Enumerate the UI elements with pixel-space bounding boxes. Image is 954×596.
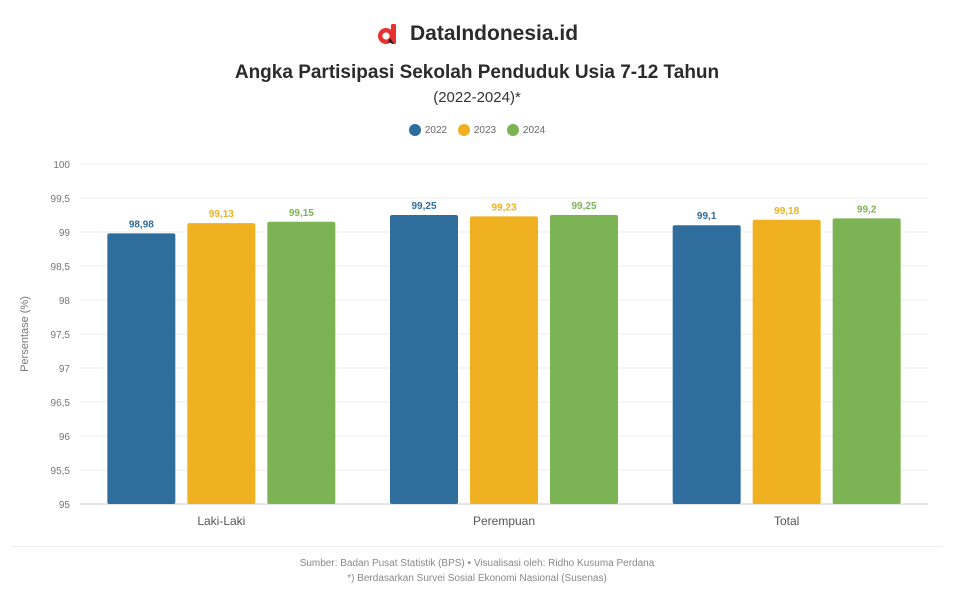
x-tick-label: Laki-Laki (197, 514, 245, 528)
y-axis-title: Persentase (%) (19, 296, 31, 372)
bar-2022 (107, 233, 176, 505)
chart-legend: 2022 2023 2024 (0, 124, 954, 139)
data-label: 99,25 (571, 201, 596, 212)
y-tick-label: 95,5 (51, 466, 71, 477)
bar-2023 (470, 216, 538, 505)
bar-2023 (752, 219, 821, 504)
legend-label-2024: 2024 (522, 124, 546, 136)
y-tick-label: 95 (59, 500, 71, 511)
footer-divider (12, 546, 942, 547)
bar-2024 (267, 221, 336, 505)
data-label: 99,23 (491, 202, 516, 213)
data-label: 99,15 (289, 208, 314, 219)
legend-label-2022: 2022 (424, 124, 448, 136)
y-tick-label: 96,5 (51, 398, 71, 409)
legend-item-2024[interactable]: 2024 (506, 124, 546, 136)
bar-2022 (390, 215, 458, 504)
data-label: 99,1 (697, 211, 717, 222)
bar-2024 (832, 218, 901, 504)
data-label: 99,13 (209, 209, 234, 220)
survey-note: *) Berdasarkan Survei Sosial Ekonomi Nas… (347, 573, 607, 584)
x-tick-label: Perempuan (473, 514, 535, 528)
chart-subtitle: (2022-2024)* (433, 89, 521, 106)
y-tick-label: 99 (59, 228, 71, 239)
legend-label-2023: 2023 (473, 124, 497, 136)
data-label: 98,98 (129, 219, 154, 230)
legend-item-2023[interactable]: 2023 (457, 124, 497, 136)
y-tick-label: 99,5 (51, 194, 71, 205)
y-tick-label: 98 (59, 296, 71, 307)
legend-swatch-2024 (506, 124, 519, 136)
brand-header: DataIndonesia.id (0, 22, 954, 51)
x-tick-label: Total (774, 514, 799, 528)
bar-2022 (672, 225, 741, 504)
data-label: 99,25 (411, 201, 436, 212)
source-note: Sumber: Badan Pusat Statistik (BPS) • Vi… (0, 556, 954, 586)
y-tick-label: 96 (59, 432, 71, 443)
d-logo-icon (377, 24, 396, 44)
bar-2023 (187, 223, 256, 504)
legend-item-2022[interactable]: 2022 (408, 124, 448, 136)
data-label: 99,2 (857, 204, 877, 215)
legend-swatch-2022 (408, 124, 421, 136)
y-tick-label: 97,5 (51, 330, 71, 341)
bar-2024 (550, 215, 618, 504)
y-tick-label: 98,5 (51, 262, 71, 273)
brand-name: DataIndonesia.id (409, 22, 579, 45)
chart-title: Angka Partisipasi Sekolah Penduduk Usia … (234, 62, 720, 83)
legend-swatch-2023 (457, 124, 470, 136)
y-tick-label: 97 (59, 364, 71, 375)
y-tick-label: 100 (53, 160, 70, 171)
source-line: Sumber: Badan Pusat Statistik (BPS) • Vi… (299, 558, 655, 569)
data-label: 99,18 (774, 206, 799, 217)
